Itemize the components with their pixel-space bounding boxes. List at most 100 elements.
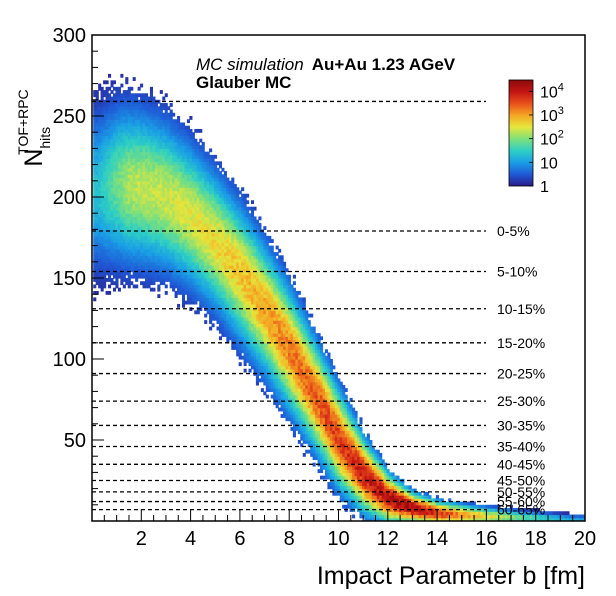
heatmap-cell-2968 (221, 313, 225, 318)
heatmap-cell-2324 (189, 174, 193, 179)
heatmap-cell-1439 (149, 112, 153, 117)
heatmap-cell-1045 (135, 242, 139, 247)
heatmap-cell-4018 (273, 397, 277, 402)
heatmap-cell-3343 (238, 284, 242, 289)
heatmap-cell-4470 (295, 329, 299, 334)
heatmap-cell-2991 (221, 239, 225, 243)
heatmap-cell-3923 (268, 388, 272, 392)
heatmap-cell-729 (120, 96, 124, 101)
heatmap-cell-1129 (137, 154, 141, 159)
heatmap-cell-507 (112, 222, 117, 227)
heatmap-cell-187 (100, 271, 104, 276)
heatmap-cell-4751 (312, 430, 316, 435)
heatmap-cell-629 (117, 222, 121, 227)
heatmap-cell-3141 (228, 252, 232, 256)
heatmap-cell-1210 (142, 274, 146, 279)
heatmap-cell-3675 (253, 216, 257, 221)
heatmap-cell-4215 (283, 394, 287, 399)
heatmap-cell-4821 (315, 336, 319, 341)
heatmap-cell-548 (112, 86, 117, 91)
heatmap-cell-805 (125, 239, 129, 243)
heatmap-cell-4776 (312, 349, 316, 354)
heatmap-cell-3148 (228, 229, 232, 234)
heatmap-cell-1180 (140, 177, 144, 182)
heatmap-cell-4261 (285, 404, 289, 409)
heatmap-cell-1168 (140, 216, 144, 221)
heatmap-cell-4893 (320, 381, 324, 386)
heatmap-cell-4174 (280, 365, 284, 370)
heatmap-cell-3708 (255, 281, 259, 286)
heatmap-cell-3993 (270, 316, 274, 321)
heatmap-cell-3369 (238, 200, 242, 205)
heatmap-cell-144 (98, 213, 102, 218)
heatmap-cell-3581 (250, 349, 255, 354)
heatmap-cell-4859 (317, 349, 321, 354)
heatmap-cell-3419 (241, 200, 245, 205)
heatmap-cell-2477 (196, 203, 200, 208)
heatmap-cell-1147 (137, 93, 141, 98)
heatmap-cell-370 (108, 274, 112, 279)
heatmap-cell-3651 (253, 294, 257, 299)
heatmap-cell-559 (115, 255, 119, 260)
heatmap-cell-2215 (184, 164, 188, 169)
heatmap-cell-2214 (184, 167, 188, 172)
heatmap-cell-4513 (297, 336, 301, 341)
heatmap-cell-2174 (181, 122, 186, 127)
heatmap-cell-4546 (300, 378, 304, 383)
heatmap-cell-1386 (149, 287, 153, 292)
heatmap-cell-4063 (273, 252, 277, 256)
heatmap-cell-4269 (285, 378, 289, 383)
heatmap-cell-2829 (214, 252, 218, 256)
heatmap-cell-2455 (196, 274, 200, 279)
heatmap-cell-3355 (238, 245, 242, 250)
heatmap-cell-1751 (164, 229, 168, 234)
heatmap-cell-386 (108, 222, 112, 227)
heatmap-cell-2293 (189, 274, 193, 279)
heatmap-cell-242 (100, 93, 104, 98)
heatmap-cell-1983 (174, 200, 178, 205)
heatmap-cell-2541 (199, 167, 203, 172)
heatmap-cell-2839 (214, 219, 218, 224)
heatmap-cell-1489 (152, 151, 156, 156)
heatmap-cell-2393 (194, 310, 198, 315)
heatmap-cell-630 (117, 219, 121, 224)
heatmap-cell-3194 (231, 248, 235, 253)
heatmap-cell-3646 (253, 310, 257, 315)
heatmap-cell-4680 (307, 381, 311, 386)
heatmap-cell-2203 (184, 203, 188, 208)
heatmap-cell-1021 (132, 125, 136, 130)
heatmap-cell-3136 (228, 268, 232, 273)
heatmap-cell-4549 (300, 368, 304, 373)
heatmap-cell-4037 (273, 336, 277, 341)
heatmap-cell-4137 (278, 323, 282, 328)
heatmap-cell-90 (95, 190, 99, 195)
heatmap-cell-335 (105, 184, 109, 188)
heatmap-cell-801 (125, 252, 129, 256)
heatmap-cell-2197 (184, 222, 188, 227)
heatmap-cell-459 (110, 180, 114, 185)
heatmap-cell-1503 (152, 106, 156, 111)
heatmap-cell-3062 (223, 174, 227, 179)
heatmap-cell-95 (95, 174, 99, 179)
heatmap-cell-1007 (132, 171, 136, 175)
heatmap-cell-1417 (149, 184, 153, 188)
heatmap-cell-660 (117, 122, 121, 127)
heatmap-cell-961 (130, 128, 134, 133)
heatmap-cell-1347 (147, 219, 151, 224)
heatmap-cell-3185 (231, 278, 235, 282)
heatmap-cell-2952 (218, 193, 223, 198)
heatmap-cell-3659 (253, 268, 257, 273)
heatmap-cell-647 (117, 164, 121, 169)
heatmap-cell-2499 (199, 303, 203, 308)
heatmap-cell-20 (93, 222, 97, 227)
heatmap-cell-221 (100, 161, 104, 166)
heatmap-cell-4749 (312, 436, 316, 441)
heatmap-cell-858 (127, 271, 131, 276)
heatmap-cell-60 (93, 90, 97, 94)
heatmap-cell-3405 (241, 245, 245, 250)
heatmap-cell-3439 (243, 313, 247, 318)
heatmap-cell-2196 (184, 226, 188, 230)
heatmap-cell-4565 (300, 316, 304, 321)
heatmap-cell-819 (125, 193, 129, 198)
heatmap-cell-1182 (140, 171, 144, 175)
